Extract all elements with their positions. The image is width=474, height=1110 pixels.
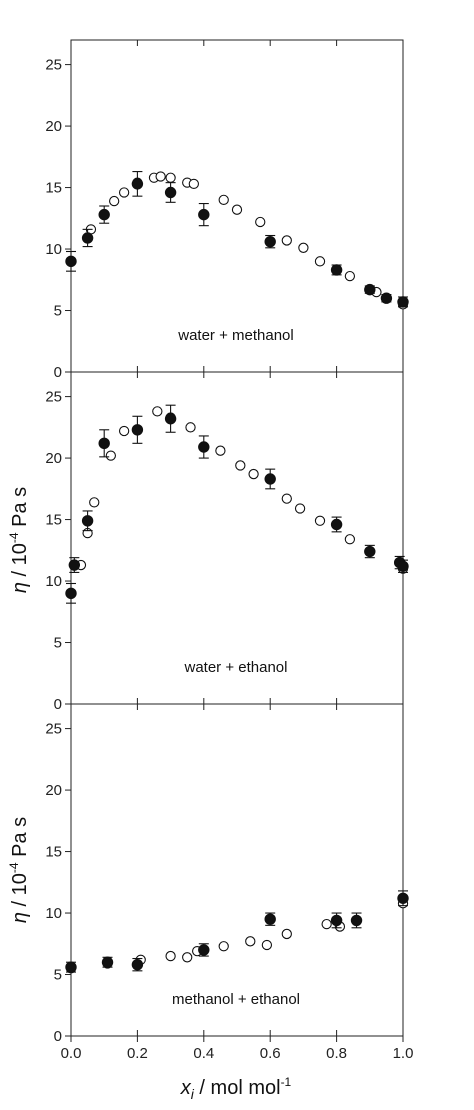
y-tick-label: 25 [45, 389, 62, 406]
data-point-filled [101, 956, 114, 968]
chart-panel-1: 0 5 10 15 20 25 water + methanol [45, 39, 409, 381]
data-point-filled [65, 255, 77, 268]
data-point-open [218, 194, 229, 206]
data-point-open [165, 172, 176, 183]
data-point-open [165, 950, 176, 962]
x-tick-label: 0.0 [61, 1045, 82, 1062]
data-point-open [281, 493, 292, 504]
x-tick-label: 0.2 [127, 1045, 148, 1062]
data-point-open [314, 256, 326, 267]
y-tick-label: 0 [54, 696, 62, 713]
data-point-open [118, 425, 130, 437]
data-point-open [218, 941, 229, 952]
x-axis-title: xi / mol mol-1 [180, 1075, 292, 1102]
y-tick-label: 20 [45, 450, 62, 467]
data-point-filled [330, 264, 343, 276]
data-point-open [298, 242, 309, 253]
data-point-open [248, 468, 259, 480]
data-point-open [344, 270, 356, 282]
data-point-open [109, 195, 120, 207]
y-axis-title-bottom: η / 10-4 Pa s [7, 817, 31, 923]
plot-frame [70, 703, 404, 1037]
data-point-filled [264, 235, 276, 248]
data-point-open [188, 178, 199, 190]
y-tick-label: 5 [54, 967, 62, 984]
data-point-filled [131, 178, 144, 190]
y-tick-label: 25 [45, 57, 62, 74]
data-point-filled [65, 961, 77, 973]
panel-annotation: methanol + ethanol [172, 991, 300, 1008]
data-point-open [182, 952, 193, 963]
y-tick-label: 5 [54, 635, 62, 652]
data-point-filled [264, 913, 276, 925]
data-point-filled [81, 232, 94, 244]
data-point-filled [164, 186, 177, 199]
data-point-open [281, 928, 292, 940]
y-tick-label: 10 [45, 573, 62, 590]
panel-annotation: water + methanol [177, 327, 293, 344]
data-point-filled [65, 587, 77, 600]
data-point-filled [397, 560, 409, 572]
data-point-filled [164, 413, 177, 425]
y-tick-label: 0 [54, 364, 62, 381]
data-point-filled [397, 296, 409, 308]
chart-panel-2: 0 5 10 15 20 25 water + ethanol [45, 371, 409, 713]
data-point-filled [81, 515, 94, 527]
data-point-open [344, 534, 356, 545]
data-point-filled [330, 914, 343, 927]
y-tick-label: 15 [45, 180, 62, 197]
data-point-filled [397, 892, 409, 904]
data-point-open [281, 235, 292, 246]
y-tick-label: 15 [45, 512, 62, 529]
x-tick-label: 1.0 [393, 1045, 414, 1062]
panel-annotation: water + ethanol [184, 659, 288, 676]
data-point-filled [364, 545, 376, 558]
data-point-open [155, 171, 166, 182]
data-point-open [245, 936, 256, 947]
data-point-open [314, 515, 326, 526]
data-point-filled [131, 424, 144, 436]
y-tick-label: 0 [54, 1028, 62, 1045]
chart-panel-3: 0 5 10 15 20 25 0.0 0.2 0.4 0.6 0.8 1.0 methanol + e… [45, 703, 414, 1062]
x-tick-label: 0.4 [193, 1045, 214, 1062]
data-point-filled [68, 559, 81, 571]
data-point-filled [98, 437, 110, 450]
data-point-open [152, 406, 163, 417]
x-tick-label: 0.8 [326, 1045, 347, 1062]
data-point-filled [131, 958, 144, 971]
panels: 0 5 10 15 20 25 water + methanol 0 5 10 15 20 25 wate… [45, 39, 414, 1062]
data-point-open [261, 939, 273, 951]
data-point-filled [330, 518, 343, 531]
x-tick-label: 0.6 [260, 1045, 281, 1062]
y-tick-label: 25 [45, 721, 62, 738]
y-tick-label: 10 [45, 905, 62, 922]
data-point-open [255, 216, 266, 228]
data-point-open [215, 445, 226, 456]
y-axis-title-middle: η / 10-4 Pa s [7, 487, 31, 593]
y-tick-label: 20 [45, 782, 62, 799]
data-point-filled [364, 283, 376, 296]
data-point-open [321, 918, 332, 930]
data-point-open [105, 450, 116, 461]
data-point-open [118, 187, 130, 198]
data-point-open [231, 204, 243, 215]
data-point-filled [198, 208, 210, 221]
data-point-open [89, 497, 100, 508]
data-point-open [294, 503, 306, 514]
data-point-filled [198, 441, 210, 453]
data-point-filled [198, 944, 210, 956]
y-tick-label: 15 [45, 844, 62, 861]
data-point-filled [380, 292, 393, 304]
y-tick-label: 10 [45, 241, 62, 258]
data-point-filled [264, 473, 276, 485]
y-tick-label: 20 [45, 118, 62, 135]
data-point-filled [98, 208, 110, 221]
y-tick-label: 5 [54, 303, 62, 320]
data-point-open [185, 422, 196, 433]
data-point-open [235, 460, 246, 471]
data-point-filled [350, 914, 363, 927]
